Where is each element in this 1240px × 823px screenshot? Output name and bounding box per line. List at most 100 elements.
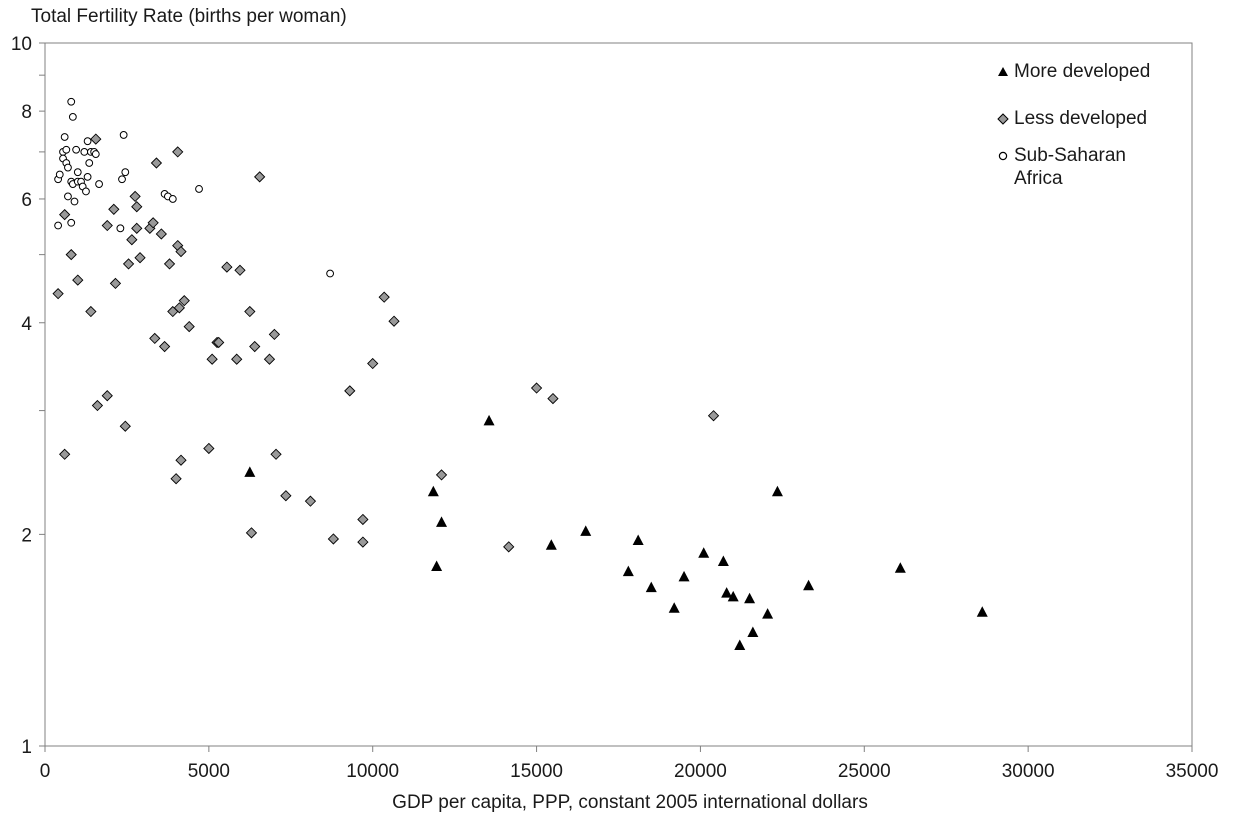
less-developed-point (254, 171, 266, 183)
more-developed-point (734, 639, 746, 650)
less-developed-point (245, 527, 258, 539)
less-developed-point (378, 291, 390, 303)
less-developed-point (231, 353, 243, 365)
less-developed-point (249, 340, 261, 353)
less-developed-point (155, 228, 167, 240)
y-axis-ticks: 1 2 4 6 8 10 (11, 34, 45, 758)
sub-saharan-africa-point (55, 170, 64, 179)
more-developed-point (632, 534, 644, 546)
less-developed-point (367, 357, 379, 370)
less-developed-point (221, 261, 233, 273)
sub-saharan-africa-point (64, 192, 72, 201)
less-developed-point (52, 288, 64, 300)
legend-item-more-developed: More developed (996, 60, 1150, 89)
triangle-marker-icon (998, 67, 1008, 76)
less-developed-point (101, 219, 113, 232)
y-tick-label: 10 (11, 34, 32, 55)
less-developed-point (263, 353, 276, 365)
sub-saharan-africa-point (326, 269, 335, 278)
x-axis-label-wrap: GDP per capita, PPP, constant 2005 inter… (0, 792, 1240, 814)
less-developed-point (149, 332, 161, 345)
sub-saharan-africa-point (195, 185, 203, 193)
diamond-marker-icon (997, 113, 1009, 125)
more-developed-point (545, 539, 557, 550)
sub-saharan-africa-point (83, 137, 92, 146)
less-developed-point (72, 274, 84, 286)
plot-frame (44, 42, 1193, 747)
less-developed-point (170, 473, 182, 485)
less-developed-point (270, 448, 282, 460)
more-developed-point (771, 485, 783, 497)
y-tick-label: 8 (21, 102, 32, 123)
less-developed-point (101, 390, 113, 402)
sub-saharan-africa-point (85, 159, 94, 167)
less-developed-point (119, 420, 131, 432)
sub-saharan-africa-point (95, 180, 103, 188)
x-axis-label: GDP per capita, PPP, constant 2005 inter… (392, 792, 868, 813)
x-tick-label: 10000 (346, 761, 399, 782)
y-tick-label: 2 (21, 525, 32, 546)
less-developed-point (304, 495, 317, 507)
more-developed-point (436, 516, 448, 527)
less-developed-point (131, 201, 143, 213)
more-developed-point (747, 626, 759, 638)
more-developed-point (244, 466, 256, 477)
sub-saharan-africa-point (116, 224, 125, 233)
more-developed-point (668, 602, 680, 613)
legend-item-sub-saharan-africa: Sub-Saharan Africa (996, 144, 1146, 190)
more-developed-point (427, 485, 439, 497)
less-developed-point (357, 513, 369, 526)
sub-saharan-africa-point (62, 145, 71, 154)
less-developed-point (213, 336, 225, 349)
x-axis-ticks: 0 5000 10000 15000 20000 25000 30000 35000 (40, 746, 1219, 782)
more-developed-point (483, 414, 495, 426)
x-tick-label: 25000 (838, 761, 891, 782)
less-developed-point (172, 146, 184, 158)
sub-saharan-africa-point (82, 187, 90, 196)
sub-saharan-africa-point (121, 168, 130, 177)
less-developed-point (126, 234, 138, 246)
data-points (52, 97, 988, 650)
x-tick-label: 0 (40, 761, 51, 782)
sub-saharan-africa-point (67, 218, 76, 227)
more-developed-point (721, 587, 733, 598)
more-developed-point (717, 555, 729, 566)
less-developed-point (206, 353, 218, 365)
more-developed-point (580, 525, 592, 536)
legend-label-sub-saharan-africa: Sub-Saharan Africa (1014, 145, 1126, 189)
less-developed-point (85, 305, 97, 318)
less-developed-point (547, 392, 559, 405)
less-developed-point (357, 536, 369, 548)
more-developed-point (645, 581, 657, 593)
less-developed-point (280, 490, 292, 502)
x-tick-label: 30000 (1002, 761, 1055, 782)
less-developed-point (129, 190, 141, 203)
sub-saharan-africa-point (83, 172, 92, 181)
less-developed-point (268, 328, 281, 341)
more-developed-point (976, 606, 988, 617)
sub-saharan-africa-point (70, 197, 79, 206)
less-developed-point (175, 454, 187, 466)
less-developed-point (327, 533, 340, 545)
less-developed-point (147, 217, 159, 229)
y-tick-label: 4 (21, 314, 32, 335)
less-developed-point (707, 410, 720, 422)
sub-saharan-africa-point (54, 221, 63, 230)
more-developed-point (727, 590, 739, 602)
sub-saharan-africa-point (168, 195, 177, 203)
less-developed-point (203, 442, 215, 455)
x-tick-label: 35000 (1166, 761, 1219, 782)
sub-saharan-africa-point (68, 113, 77, 121)
less-developed-point (131, 222, 143, 234)
x-tick-label: 5000 (188, 761, 230, 782)
more-developed-point (762, 608, 774, 619)
less-developed-point (530, 382, 543, 394)
more-developed-point (622, 565, 634, 577)
less-developed-point (178, 295, 190, 307)
less-developed-point (122, 258, 135, 270)
less-developed-point (234, 264, 246, 276)
less-developed-point (108, 203, 120, 215)
more-developed-point (894, 562, 906, 573)
legend-label-more-developed: More developed (1014, 61, 1151, 82)
